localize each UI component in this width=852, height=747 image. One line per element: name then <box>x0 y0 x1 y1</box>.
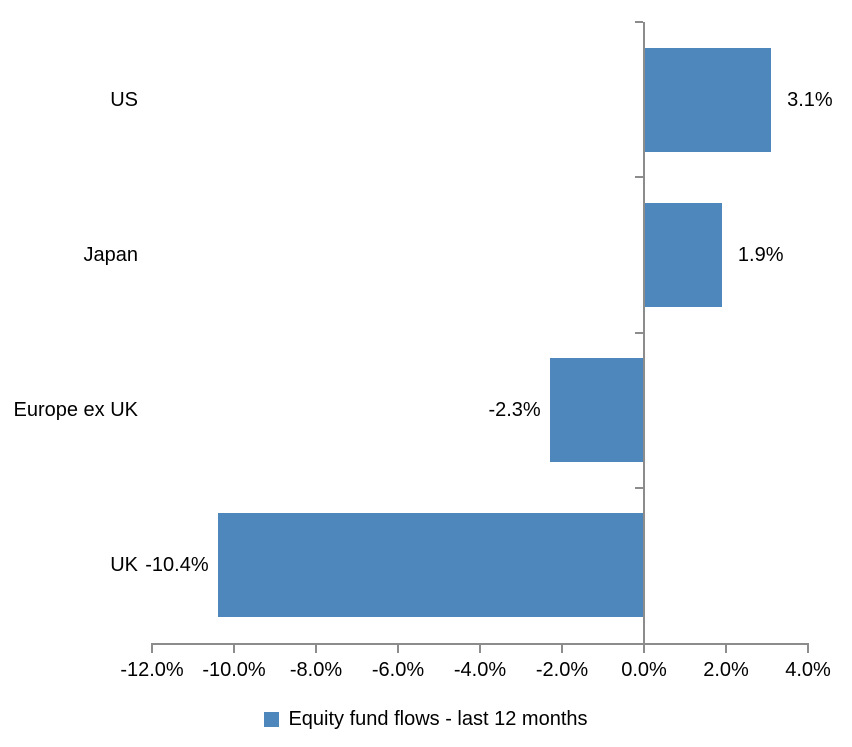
legend-swatch <box>264 711 280 727</box>
legend-label: Equity fund flows - last 12 months <box>288 708 588 730</box>
y-tick-mark <box>635 331 643 334</box>
y-tick-mark <box>635 176 643 179</box>
x-tick-mark <box>643 645 645 653</box>
data-label-japan: 1.9% <box>737 243 784 266</box>
x-tick-mark <box>807 645 809 653</box>
x-tick-mark <box>233 645 235 653</box>
x-axis-line <box>151 643 809 645</box>
category-label-japan: Japan <box>83 243 139 266</box>
x-tick-mark <box>479 645 481 653</box>
bar-europe-ex-uk <box>549 358 644 463</box>
y-tick-mark <box>635 21 643 23</box>
x-tick-label: 2.0% <box>703 659 749 681</box>
y-axis-line <box>643 22 645 645</box>
data-label-us: 3.1% <box>787 88 833 111</box>
bar-japan <box>644 202 722 307</box>
bar-us <box>644 47 772 152</box>
x-tick-label: -6.0% <box>371 659 425 681</box>
y-tick-mark <box>635 486 643 489</box>
x-tick-label: -12.0% <box>120 659 184 681</box>
category-label-us: US <box>110 88 138 111</box>
x-tick-mark <box>151 645 153 653</box>
x-tick-label: -8.0% <box>289 659 343 681</box>
x-tick-mark <box>315 645 317 653</box>
bar-uk <box>217 513 644 618</box>
x-tick-label: -2.0% <box>535 659 589 681</box>
x-tick-label: -4.0% <box>453 659 507 681</box>
legend: Equity fund flows - last 12 months <box>0 703 852 735</box>
x-tick-label: -10.0% <box>202 659 266 681</box>
x-tick-label: 4.0% <box>785 659 831 681</box>
x-tick-mark <box>397 645 399 653</box>
x-tick-mark <box>561 645 563 653</box>
data-label-uk: -10.4% <box>145 554 209 577</box>
category-label-uk: UK <box>110 554 138 577</box>
x-tick-label: 0.0% <box>621 659 667 681</box>
category-label-europe-ex-uk: Europe ex UK <box>13 399 138 422</box>
data-label-europe-ex-uk: -2.3% <box>488 399 541 422</box>
x-tick-mark <box>725 645 727 653</box>
